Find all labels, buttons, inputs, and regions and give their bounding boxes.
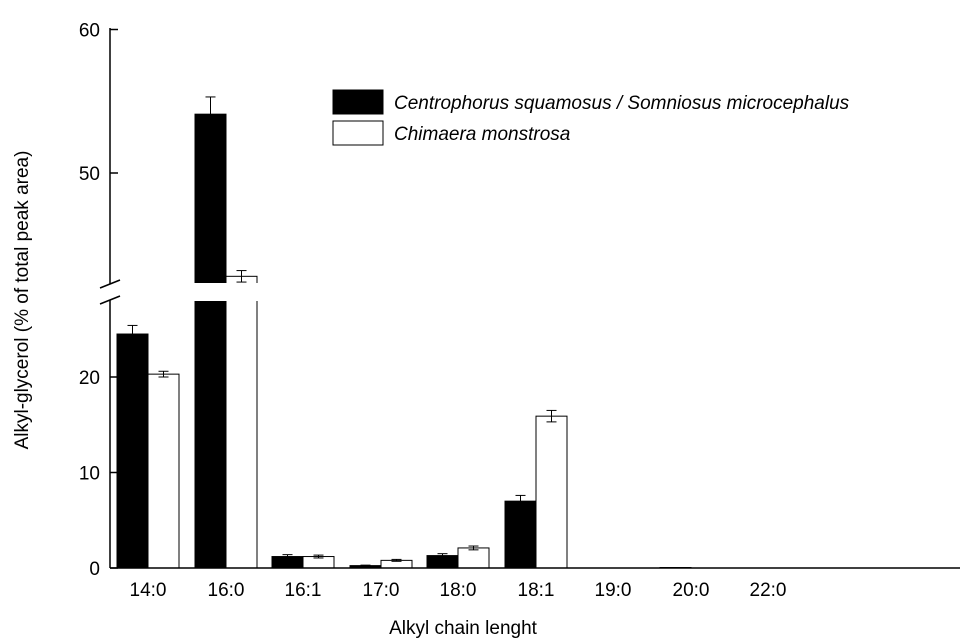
x-axis-title: Alkyl chain lenght — [389, 618, 538, 639]
bar-series2-18:0 — [457, 547, 490, 569]
legend: Centrophorus squamosus / Somniosus micro… — [332, 89, 850, 146]
x-tick-label: 19:0 — [595, 580, 632, 601]
bars-layer — [116, 113, 692, 569]
y-tick-label: 0 — [89, 559, 100, 580]
x-tick-label: 18:0 — [440, 580, 477, 601]
x-tick-label: 22:0 — [750, 580, 787, 601]
legend-label: Chimaera monstrosa — [394, 124, 570, 145]
legend-swatch — [332, 89, 384, 115]
legend-swatch — [332, 120, 384, 146]
y-tick-label: 60 — [79, 21, 100, 42]
axis-break-mark — [99, 279, 121, 289]
bar-series2-14:0 — [147, 373, 180, 569]
y-tick-label: 50 — [79, 164, 100, 185]
bar-series1-14:0 — [116, 333, 149, 569]
y-axis-title: Alkyl-glycerol (% of total peak area) — [12, 151, 33, 450]
error-bars-layer — [127, 96, 557, 567]
axis-break-gap — [98, 283, 498, 301]
x-tick-label: 16:1 — [285, 580, 322, 601]
x-tick-label: 18:1 — [518, 580, 555, 601]
y-tick-label: 10 — [79, 464, 100, 485]
bar-series2-18:1 — [535, 415, 568, 569]
bar-series1-18:1 — [504, 500, 537, 569]
x-tick-label: 14:0 — [130, 580, 167, 601]
x-tick-label: 20:0 — [673, 580, 710, 601]
legend-label: Centrophorus squamosus / Somniosus micro… — [394, 93, 850, 114]
y-tick-label: 20 — [79, 368, 100, 389]
bar-series2-16:0 — [225, 275, 258, 569]
bar-series1-16:0 — [194, 113, 227, 569]
x-tick-label: 16:0 — [208, 580, 245, 601]
axes-layer: 0 10 20 50 60 14:0 16:0 16:1 17:0 18:0 18:1 19:0 20:… — [79, 21, 960, 601]
x-tick-label: 17:0 — [363, 580, 400, 601]
axis-break-mark — [99, 295, 121, 305]
